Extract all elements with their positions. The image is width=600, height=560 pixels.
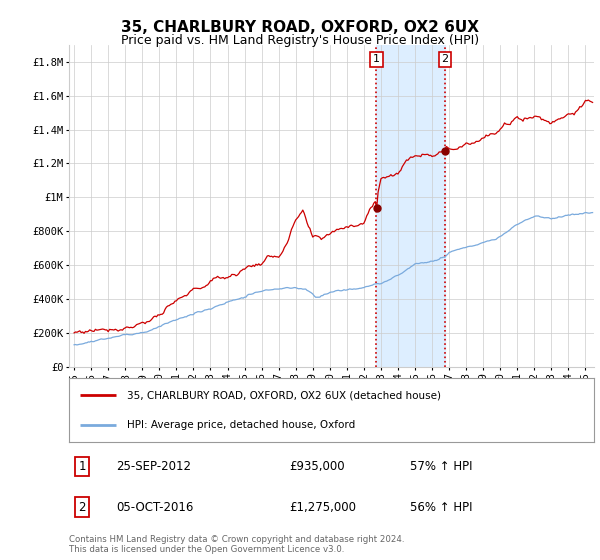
Text: 2: 2 [442,54,449,64]
Text: 35, CHARLBURY ROAD, OXFORD, OX2 6UX (detached house): 35, CHARLBURY ROAD, OXFORD, OX2 6UX (det… [127,390,441,400]
Text: £935,000: £935,000 [290,460,345,473]
Text: Contains HM Land Registry data © Crown copyright and database right 2024.
This d: Contains HM Land Registry data © Crown c… [69,535,404,554]
Text: HPI: Average price, detached house, Oxford: HPI: Average price, detached house, Oxfo… [127,420,355,430]
Text: 56% ↑ HPI: 56% ↑ HPI [410,501,473,514]
Text: 35, CHARLBURY ROAD, OXFORD, OX2 6UX: 35, CHARLBURY ROAD, OXFORD, OX2 6UX [121,20,479,35]
Text: 2: 2 [79,501,86,514]
Text: £1,275,000: £1,275,000 [290,501,356,514]
Text: 05-OCT-2016: 05-OCT-2016 [116,501,194,514]
Bar [376,45,445,367]
Text: 57% ↑ HPI: 57% ↑ HPI [410,460,473,473]
Text: 1: 1 [373,54,380,64]
Text: Price paid vs. HM Land Registry's House Price Index (HPI): Price paid vs. HM Land Registry's House … [121,34,479,46]
Text: 25-SEP-2012: 25-SEP-2012 [116,460,191,473]
Text: 1: 1 [79,460,86,473]
